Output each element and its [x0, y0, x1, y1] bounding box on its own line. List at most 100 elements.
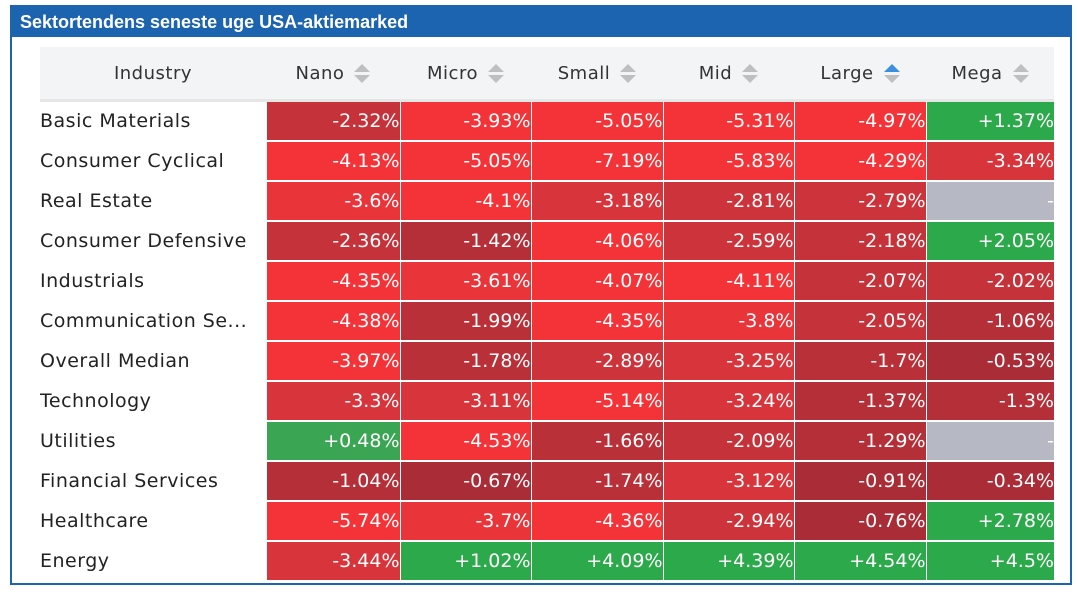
- sort-icon[interactable]: [1012, 64, 1029, 83]
- heat-cell-large: -0.91%: [793, 461, 926, 502]
- heat-cell-micro: +1.02%: [399, 541, 531, 582]
- industry-name[interactable]: Healthcare: [40, 501, 266, 542]
- heat-cell-mid: -4.11%: [662, 261, 794, 302]
- heat-cell-nano: -1.04%: [265, 461, 400, 502]
- heat-cell-mid: -5.31%: [662, 100, 794, 142]
- heat-cell-micro: -3.61%: [399, 261, 531, 302]
- heat-cell-nano: -3.97%: [265, 341, 400, 382]
- heat-cell-micro: -4.53%: [399, 421, 531, 462]
- heat-cell-small: -4.35%: [530, 301, 663, 342]
- column-header-small[interactable]: Small: [531, 47, 663, 102]
- sort-icon[interactable]: [742, 64, 759, 83]
- sort-icon[interactable]: [883, 64, 900, 83]
- industry-name[interactable]: Communication Se...: [40, 301, 266, 342]
- heat-cell-micro: -4.1%: [399, 181, 531, 222]
- heat-cell-nano: -3.3%: [265, 381, 400, 422]
- sort-ascending-icon: [883, 64, 900, 72]
- heat-cell-mid: -3.12%: [662, 461, 794, 502]
- heat-cell-large: -2.07%: [793, 261, 926, 302]
- heat-cell-nano: -4.13%: [265, 141, 400, 182]
- widget-title: Sektortendens seneste uge USA-aktiemarke…: [12, 7, 1070, 37]
- sort-descending-icon: [354, 75, 371, 83]
- sector-heatmap-table: Industry Nano Micro Small Mid Large Mega Basic…: [40, 47, 1054, 582]
- industry-name[interactable]: Basic Materials: [40, 100, 266, 142]
- column-header-large[interactable]: Large: [794, 47, 926, 102]
- heat-cell-large: -1.37%: [793, 381, 926, 422]
- column-header-industry: Industry: [40, 47, 266, 102]
- column-header-mega[interactable]: Mega: [926, 47, 1054, 102]
- industry-name[interactable]: Technology: [40, 381, 266, 422]
- heat-cell-large: +4.54%: [793, 541, 926, 582]
- heat-cell-large: -2.79%: [793, 181, 926, 222]
- table-body: Basic Materials -2.32% -3.93% -5.05% -5.31% -…: [40, 100, 1054, 582]
- industry-name[interactable]: Overall Median: [40, 341, 266, 382]
- sort-ascending-icon: [354, 64, 371, 72]
- sort-ascending-icon: [1012, 64, 1029, 72]
- sort-icon[interactable]: [354, 64, 371, 83]
- sort-ascending-icon: [620, 64, 637, 72]
- heat-cell-micro: -3.11%: [399, 381, 531, 422]
- heat-cell-micro: -3.7%: [399, 501, 531, 542]
- sort-icon[interactable]: [620, 64, 637, 83]
- table-row[interactable]: Technology -3.3% -3.11% -5.14% -3.24% -1.37% -…: [40, 381, 1054, 422]
- heat-cell-mega: -0.53%: [925, 341, 1054, 382]
- table-row[interactable]: Financial Services -1.04% -0.67% -1.74% -3.1…: [40, 461, 1054, 502]
- heat-cell-mega: -: [925, 181, 1054, 222]
- sort-ascending-icon: [742, 64, 759, 72]
- heat-cell-large: -2.18%: [793, 221, 926, 262]
- heat-cell-micro: -0.67%: [399, 461, 531, 502]
- heat-cell-mid: -2.81%: [662, 181, 794, 222]
- table-row[interactable]: Energy -3.44% +1.02% +4.09% +4.39% +4.54% +4.5…: [40, 541, 1054, 582]
- table-row[interactable]: Real Estate -3.6% -4.1% -3.18% -2.81% -2.79% -: [40, 181, 1054, 222]
- sort-descending-icon: [487, 75, 504, 83]
- industry-name[interactable]: Industrials: [40, 261, 266, 302]
- heat-cell-nano: -4.38%: [265, 301, 400, 342]
- heat-cell-small: -4.07%: [530, 261, 663, 302]
- heat-cell-small: -5.05%: [530, 100, 663, 142]
- industry-name[interactable]: Financial Services: [40, 461, 266, 502]
- heat-cell-small: +4.09%: [530, 541, 663, 582]
- industry-name[interactable]: Real Estate: [40, 181, 266, 222]
- column-header-mid[interactable]: Mid: [663, 47, 794, 102]
- table-row[interactable]: Industrials -4.35% -3.61% -4.07% -4.11% -2.07…: [40, 261, 1054, 302]
- table-row[interactable]: Consumer Defensive -2.36% -1.42% -4.06% -2.5…: [40, 221, 1054, 262]
- heat-cell-nano: -4.35%: [265, 261, 400, 302]
- heat-cell-mid: -3.24%: [662, 381, 794, 422]
- sort-icon[interactable]: [487, 64, 504, 83]
- heat-cell-mid: +4.39%: [662, 541, 794, 582]
- heatmap-widget: Sektortendens seneste uge USA-aktiemarke…: [10, 5, 1072, 585]
- heat-cell-mid: -2.94%: [662, 501, 794, 542]
- heat-cell-large: -1.7%: [793, 341, 926, 382]
- table-row[interactable]: Communication Se... -4.38% -1.99% -4.35% -3.…: [40, 301, 1054, 342]
- heat-cell-mega: -1.3%: [925, 381, 1054, 422]
- heat-cell-small: -2.89%: [530, 341, 663, 382]
- heat-cell-mid: -3.8%: [662, 301, 794, 342]
- column-header-nano[interactable]: Nano: [266, 47, 400, 102]
- industry-name[interactable]: Utilities: [40, 421, 266, 462]
- table-row[interactable]: Healthcare -5.74% -3.7% -4.36% -2.94% -0.76% +…: [40, 501, 1054, 542]
- heat-cell-small: -3.18%: [530, 181, 663, 222]
- heat-cell-small: -4.06%: [530, 221, 663, 262]
- heat-cell-mega: +1.37%: [925, 100, 1054, 142]
- industry-name[interactable]: Energy: [40, 541, 266, 582]
- sort-descending-icon: [1012, 75, 1029, 83]
- heat-cell-nano: -5.74%: [265, 501, 400, 542]
- table-row[interactable]: Consumer Cyclical -4.13% -5.05% -7.19% -5.83…: [40, 141, 1054, 182]
- table-row[interactable]: Basic Materials -2.32% -3.93% -5.05% -5.31% -…: [40, 100, 1054, 142]
- heat-cell-large: -4.29%: [793, 141, 926, 182]
- heat-cell-small: -4.36%: [530, 501, 663, 542]
- heat-cell-nano: -3.44%: [265, 541, 400, 582]
- industry-name[interactable]: Consumer Cyclical: [40, 141, 266, 182]
- table-row[interactable]: Utilities +0.48% -4.53% -1.66% -2.09% -1.29% -: [40, 421, 1054, 462]
- column-header-micro[interactable]: Micro: [400, 47, 531, 102]
- industry-name[interactable]: Consumer Defensive: [40, 221, 266, 262]
- heat-cell-small: -5.14%: [530, 381, 663, 422]
- table-row[interactable]: Overall Median -3.97% -1.78% -2.89% -3.25% -1…: [40, 341, 1054, 382]
- heat-cell-mid: -2.09%: [662, 421, 794, 462]
- heat-cell-nano: -2.32%: [265, 100, 400, 142]
- heat-cell-large: -4.97%: [793, 100, 926, 142]
- heat-cell-nano: -2.36%: [265, 221, 400, 262]
- sort-ascending-icon: [487, 64, 504, 72]
- sort-descending-icon: [883, 75, 900, 83]
- heat-cell-mega: -0.34%: [925, 461, 1054, 502]
